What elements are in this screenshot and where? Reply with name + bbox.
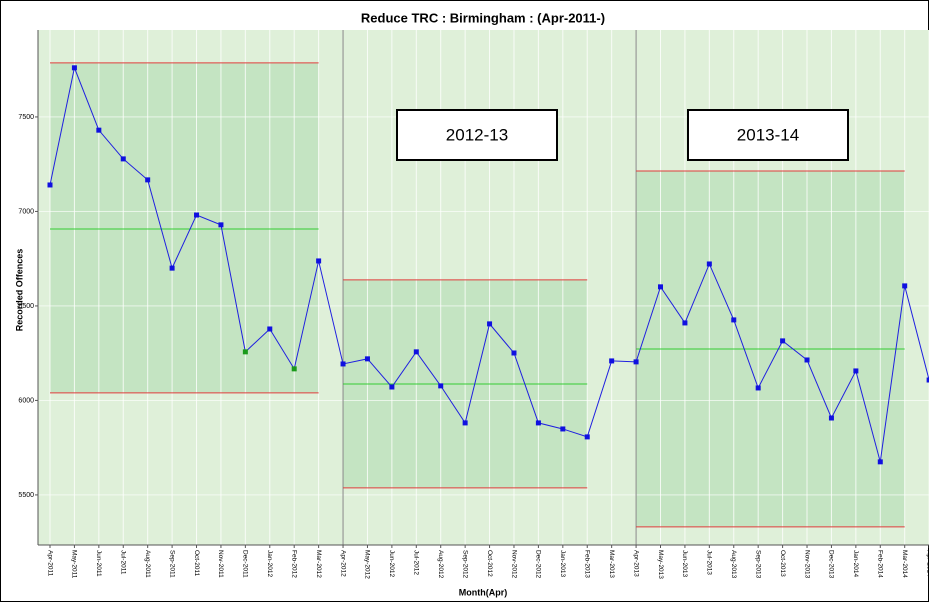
annotation-box	[687, 109, 849, 161]
data-point	[926, 377, 929, 383]
data-point	[169, 265, 175, 271]
data-point	[658, 284, 663, 290]
x-tick-label: Aug-2011	[144, 550, 151, 578]
data-point	[706, 261, 712, 267]
data-point	[535, 420, 541, 426]
data-point	[389, 384, 395, 390]
y-tick-label: 6500	[18, 303, 34, 310]
x-tick-label: Feb-2014	[877, 550, 884, 578]
data-point	[755, 385, 761, 391]
x-tick-label: Apr-2012	[339, 550, 346, 577]
data-point	[218, 222, 224, 228]
x-tick-label: Jan-2013	[559, 550, 566, 577]
data-point	[462, 420, 468, 426]
x-tick-label: Jun-2013	[681, 550, 688, 577]
x-axis-label: Month(Apr)	[459, 587, 507, 597]
x-tick-label: Jul-2011	[120, 550, 127, 575]
data-point	[731, 317, 737, 323]
x-tick-label: Jun-2012	[388, 550, 395, 577]
annotation-text: 2012-13	[446, 125, 508, 144]
annotation-box	[396, 109, 558, 161]
data-point	[47, 182, 53, 188]
x-tick-label: Jul-2013	[706, 550, 713, 575]
x-tick-label: Mar-2013	[608, 550, 615, 578]
x-tick-label: Jun-2011	[95, 550, 102, 577]
y-tick-label: 6000	[18, 397, 34, 404]
data-point	[96, 127, 102, 133]
data-point	[291, 366, 297, 372]
x-tick-label: Nov-2012	[510, 550, 517, 579]
data-point	[438, 383, 444, 389]
x-tick-label: Aug-2012	[437, 550, 444, 579]
data-point	[902, 283, 908, 289]
data-point	[828, 415, 834, 421]
x-tick-label: Apr-2013	[632, 550, 639, 577]
x-tick-label: Aug-2013	[730, 550, 737, 579]
data-point	[511, 350, 517, 356]
data-point	[560, 426, 566, 432]
x-tick-label: May-2013	[657, 550, 664, 579]
x-tick-label: May-2011	[71, 550, 78, 579]
x-tick-label: Oct-2012	[486, 550, 493, 577]
x-tick-label: Sep-2013	[754, 550, 761, 579]
x-tick-label: Jan-2014	[852, 550, 859, 577]
x-tick-label: Oct-2013	[779, 550, 786, 577]
x-tick-label: Mar-2014	[901, 550, 908, 578]
data-point	[609, 358, 615, 364]
x-tick-label: Dec-2012	[535, 550, 542, 579]
x-tick-label: Apr-2014	[925, 550, 929, 577]
data-point	[194, 212, 200, 218]
phase-band	[50, 62, 319, 393]
x-tick-label: Jan-2012	[266, 550, 273, 577]
x-tick-label: Mar-2012	[315, 550, 322, 578]
annotation-text: 2013-14	[737, 125, 799, 144]
data-point	[242, 349, 248, 355]
data-point	[267, 326, 273, 332]
data-point	[340, 361, 346, 367]
x-tick-label: Apr-2011	[46, 550, 53, 577]
data-point	[413, 349, 419, 355]
y-tick-label: 7500	[18, 114, 34, 121]
x-tick-label: Dec-2011	[242, 550, 249, 578]
data-point	[682, 320, 688, 326]
data-point	[316, 258, 322, 264]
data-point	[780, 338, 786, 344]
data-point	[71, 65, 77, 71]
data-point	[145, 177, 151, 183]
data-point	[853, 368, 859, 374]
data-point	[120, 156, 126, 162]
y-tick-label: 5500	[18, 492, 34, 499]
data-point	[584, 434, 590, 440]
data-point	[633, 359, 639, 365]
data-point	[364, 356, 370, 362]
x-tick-label: Dec-2013	[828, 550, 835, 579]
y-axis-label: Recorded Offences	[14, 249, 24, 332]
x-tick-label: Sep-2012	[461, 550, 468, 579]
data-point	[487, 321, 493, 327]
data-point	[877, 459, 883, 465]
chart-title: Reduce TRC : Birmingham : (Apr-2011-)	[361, 10, 605, 25]
x-tick-label: Feb-2012	[290, 550, 297, 578]
data-point	[804, 357, 810, 363]
x-tick-label: Sep-2011	[168, 550, 175, 578]
x-tick-label: Feb-2013	[584, 550, 591, 578]
x-tick-label: Oct-2011	[193, 550, 200, 577]
y-tick-label: 7000	[18, 208, 34, 215]
x-tick-label: Nov-2013	[803, 550, 810, 579]
x-tick-label: Nov-2011	[217, 550, 224, 578]
x-tick-label: Jul-2012	[413, 550, 420, 575]
x-tick-label: May-2012	[364, 550, 371, 579]
